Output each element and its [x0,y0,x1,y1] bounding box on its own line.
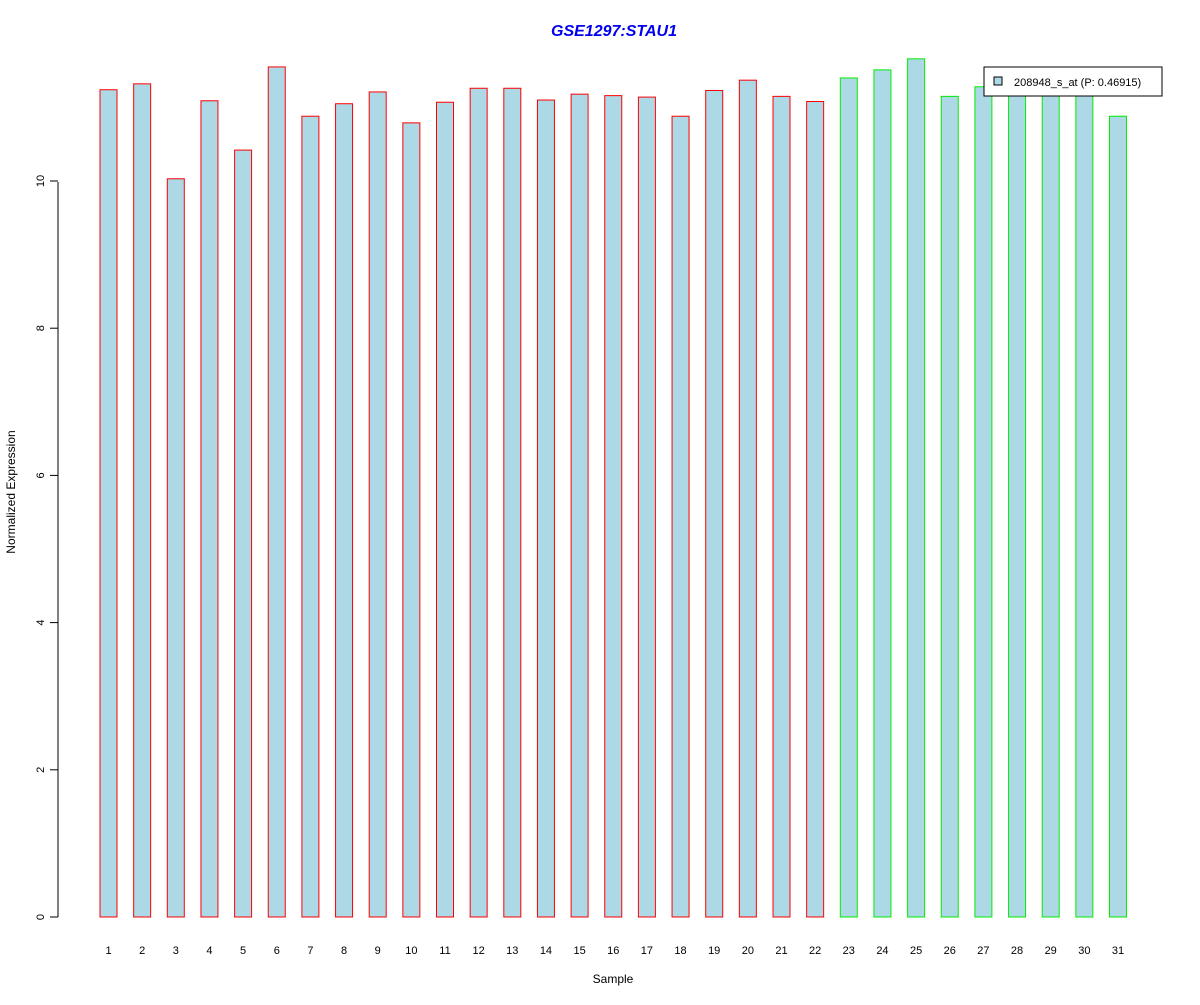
legend-box [983,66,1163,97]
x-tick-label: 14 [540,945,552,957]
y-tick-label: 6 [35,472,47,478]
x-tick-label: 13 [506,945,518,957]
x-tick-label: 27 [977,945,989,957]
legend: 208948_s_at (P: 0.46915) [983,66,1163,97]
x-tick-label: 1 [105,945,111,957]
chart-title: GSE1297:STAU1 [551,23,677,40]
x-tick-label: 11 [439,945,450,957]
bar-sample-31 [1109,115,1127,918]
x-tick-label: 31 [1112,945,1124,957]
x-tick-label: 20 [742,945,754,957]
x-tick-label: 10 [405,945,417,957]
bar-sample-9 [368,91,387,918]
bar-sample-7 [301,115,320,918]
x-tick-labels: 1 2 3 4 5 6 7 8 9 10 11 12 13 14 15 16 17 18 19 20 21 22 23 24 2… [105,945,1124,957]
bar-sample-17 [637,96,656,918]
y-axis-label: Normalized Expression [4,430,18,553]
x-tick-label: 4 [206,945,212,957]
bar-sample-16 [604,95,623,918]
x-tick-label: 12 [473,945,485,957]
bar-sample-24 [873,69,892,918]
y-tick-label: 2 [35,767,47,773]
x-tick-label: 7 [307,945,313,957]
bar-sample-26 [940,95,959,918]
bar-sample-8 [335,103,354,918]
bars-group [99,58,1127,918]
y-tick-label: 0 [35,914,47,920]
bar-sample-15 [570,93,589,918]
bar-sample-5 [234,149,253,918]
bar-sample-10 [402,122,421,918]
x-tick-label: 19 [708,945,720,957]
bar-sample-20 [738,79,757,918]
bar-sample-19 [705,89,724,918]
x-tick-label: 29 [1045,945,1057,957]
bar-sample-23 [839,77,858,918]
bar-sample-30 [1075,92,1094,918]
x-tick-label: 17 [641,945,653,957]
bar-sample-2 [133,83,152,918]
bar-sample-18 [671,115,690,918]
x-axis-label: Sample [593,972,634,986]
x-tick-label: 30 [1078,945,1090,957]
x-tick-label: 6 [274,945,280,957]
bar-sample-27 [974,86,993,918]
bar-sample-25 [907,58,926,918]
x-tick-label: 18 [674,945,686,957]
x-tick-label: 8 [341,945,347,957]
y-tick-label: 10 [35,175,47,187]
x-tick-label: 28 [1011,945,1023,957]
bar-sample-21 [772,95,791,918]
x-tick-label: 9 [375,945,381,957]
x-tick-label: 21 [775,945,787,957]
bar-sample-29 [1041,92,1060,918]
legend-swatch [993,76,1003,86]
x-tick-label: 26 [944,945,956,957]
bar-sample-14 [536,99,555,918]
legend-label: 208948_s_at (P: 0.46915) [1014,77,1141,89]
bar-sample-11 [436,101,454,918]
x-tick-label: 23 [843,945,855,957]
x-tick-label: 25 [910,945,922,957]
x-tick-label: 24 [876,945,888,957]
x-tick-label: 16 [607,945,619,957]
bar-sample-22 [806,101,825,918]
y-tick-label: 8 [35,325,47,331]
bar-sample-12 [469,87,488,918]
x-tick-label: 5 [240,945,246,957]
x-tick-label: 2 [139,945,145,957]
y-axis: 0 2 4 6 8 10 [35,175,59,920]
bar-sample-13 [503,87,522,918]
bar-sample-4 [200,100,219,918]
bar-sample-3 [166,178,185,918]
x-tick-label: 3 [173,945,179,957]
bar-sample-28 [1008,92,1027,918]
y-tick-label: 4 [35,620,47,626]
bar-sample-6 [267,66,286,918]
x-tick-label: 15 [573,945,585,957]
bar-sample-1 [99,89,118,918]
x-tick-label: 22 [809,945,821,957]
